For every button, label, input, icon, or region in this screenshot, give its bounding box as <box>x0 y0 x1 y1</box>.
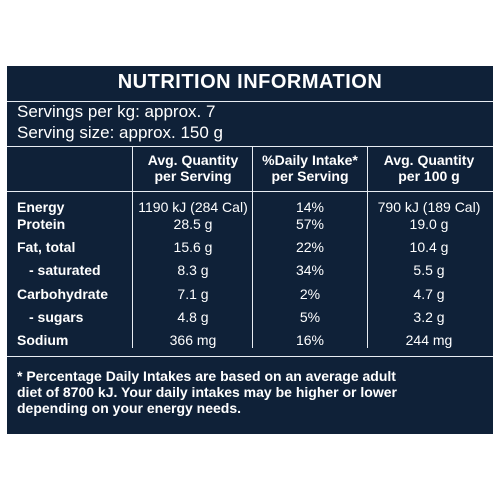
footnote-line: * Percentage Daily Intakes are based on … <box>17 368 396 384</box>
header-line: %Daily Intake* <box>262 152 358 168</box>
cell-per-100g: 10.4 g <box>409 239 449 255</box>
cell-per-serving: 7.1 g <box>177 286 209 302</box>
footnote: * Percentage Daily Intakes are based on … <box>17 368 487 416</box>
servings-per-kg: Servings per kg: approx. 7 <box>17 102 216 121</box>
footnote-line: depending on your energy needs. <box>17 400 242 416</box>
nutrition-panel: NUTRITION INFORMATION Servings per kg: a… <box>7 66 493 434</box>
row-label: Sodium <box>17 332 69 348</box>
serving-size: Serving size: approx. 150 g <box>17 123 224 142</box>
footnote-line: diet of 8700 kJ. Your daily intakes may … <box>17 384 397 400</box>
divider <box>7 146 493 147</box>
divider <box>7 101 493 102</box>
divider <box>7 356 493 357</box>
row-label: - sugars <box>29 309 84 325</box>
cell-per-serving: 1190 kJ (284 Cal) <box>138 199 248 215</box>
divider <box>7 191 493 192</box>
column-divider <box>367 146 368 348</box>
cell-daily: 5% <box>299 309 321 325</box>
cell-daily: 57% <box>295 216 325 232</box>
header-line: per Serving <box>271 168 349 184</box>
cell-per-serving: 366 mg <box>169 332 217 348</box>
row-label: Energy <box>17 199 65 215</box>
cell-daily: 22% <box>295 239 325 255</box>
header-line: per 100 g <box>398 168 460 184</box>
panel-title: NUTRITION INFORMATION <box>117 71 383 93</box>
header-line: per Serving <box>154 168 232 184</box>
cell-per-100g: 19.0 g <box>409 216 449 232</box>
cell-per-serving: 15.6 g <box>173 239 213 255</box>
header-line: Avg. Quantity <box>147 152 239 168</box>
cell-per-100g: 790 kJ (189 Cal) <box>377 199 481 215</box>
cell-per-serving: 28.5 g <box>173 216 213 232</box>
header-line: Avg. Quantity <box>383 152 475 168</box>
cell-per-serving: 4.8 g <box>177 309 209 325</box>
cell-daily: 16% <box>295 332 325 348</box>
cell-per-100g: 244 mg <box>405 332 453 348</box>
column-divider <box>252 146 253 348</box>
row-label: Protein <box>17 216 66 232</box>
row-label: Carbohydrate <box>17 286 109 302</box>
cell-per-100g: 3.2 g <box>413 309 445 325</box>
cell-per-100g: 4.7 g <box>413 286 445 302</box>
column-divider <box>132 146 133 348</box>
cell-daily: 34% <box>295 262 325 278</box>
row-label: - saturated <box>29 262 101 278</box>
cell-per-serving: 8.3 g <box>177 262 209 278</box>
header-per-serving: Avg. Quantity per Serving <box>148 152 239 184</box>
cell-daily: 2% <box>299 286 321 302</box>
row-label: Fat, total <box>17 239 76 255</box>
header-daily-intake: %Daily Intake* per Serving <box>262 152 358 184</box>
cell-daily: 14% <box>295 199 325 215</box>
header-per-100g: Avg. Quantity per 100 g <box>384 152 475 184</box>
cell-per-100g: 5.5 g <box>413 262 445 278</box>
